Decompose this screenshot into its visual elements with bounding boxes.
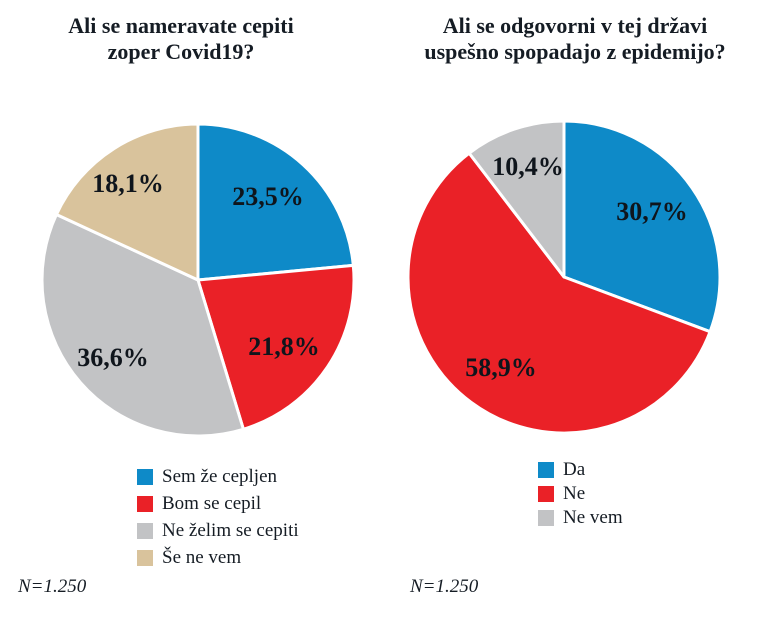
legend-item: Ne vem [538, 507, 623, 528]
legend-vaccination: Sem že cepljen Bom se cepil Ne želim se … [137, 466, 299, 577]
legend-item: Ne želim se cepiti [137, 520, 299, 541]
legend-label: Bom se cepil [162, 493, 262, 514]
legend-label: Še ne vem [162, 547, 242, 568]
legend-label: Ne želim se cepiti [162, 520, 299, 541]
legend-item: Bom se cepil [137, 493, 299, 514]
legend-swatch-gray [137, 523, 153, 539]
legend-label: Ne [563, 483, 586, 504]
slice-label-da: 30,7% [616, 197, 688, 226]
legend-swatch-gray [538, 510, 554, 526]
title-line-1: Ali se nameravate cepiti [68, 13, 294, 38]
pie-slice-ne [406, 151, 712, 435]
legend-item: Ne [538, 483, 623, 504]
legend-label: Da [563, 459, 586, 480]
legend-swatch-tan [137, 550, 153, 566]
legend-item: Še ne vem [137, 547, 299, 568]
legend-label: Sem že cepljen [162, 466, 278, 487]
pie-chart-vaccination [40, 122, 356, 438]
pie-slice-bom-se-cepil [196, 263, 356, 431]
pie-slice-ne-vem [467, 119, 566, 279]
title-line-2: uspešno spopadajo z epidemijo? [424, 39, 726, 64]
legend-swatch-blue [538, 462, 554, 478]
title-line-1: Ali se odgovorni v tej državi [442, 13, 708, 38]
slice-label-bom-se-cepil: 21,8% [248, 332, 320, 361]
legend-item: Da [538, 459, 623, 480]
pie-chart-epidemic [406, 119, 722, 435]
slice-label-se-ne-vem: 18,1% [92, 169, 164, 198]
slice-label-ne-zelim-se-cepiti: 36,6% [77, 343, 149, 372]
legend-item: Sem že cepljen [137, 466, 299, 487]
chart-title-vaccination: Ali se nameravate cepiti zoper Covid19? [6, 13, 356, 65]
legend-swatch-blue [137, 469, 153, 485]
slice-label-sem-ze-cepljen: 23,5% [232, 182, 304, 211]
chart-title-epidemic: Ali se odgovorni v tej državi uspešno sp… [400, 13, 750, 65]
slice-label-ne: 58,9% [465, 353, 537, 382]
legend-swatch-red [538, 486, 554, 502]
legend-swatch-red [137, 496, 153, 512]
pie-slice-da [562, 119, 722, 334]
sample-size-note-left: N=1.250 [18, 576, 87, 597]
legend-label: Ne vem [563, 507, 623, 528]
slice-label-ne-vem: 10,4% [492, 152, 564, 181]
pie-slice-sem-e-cepljen [196, 122, 355, 282]
legend-epidemic: Da Ne Ne vem [538, 459, 623, 534]
pie-slice-ne-elim-se-cepiti [40, 212, 245, 438]
sample-size-note-right: N=1.250 [410, 576, 479, 597]
pie-slice--e-ne-vem [54, 122, 200, 282]
title-line-2: zoper Covid19? [107, 39, 255, 64]
